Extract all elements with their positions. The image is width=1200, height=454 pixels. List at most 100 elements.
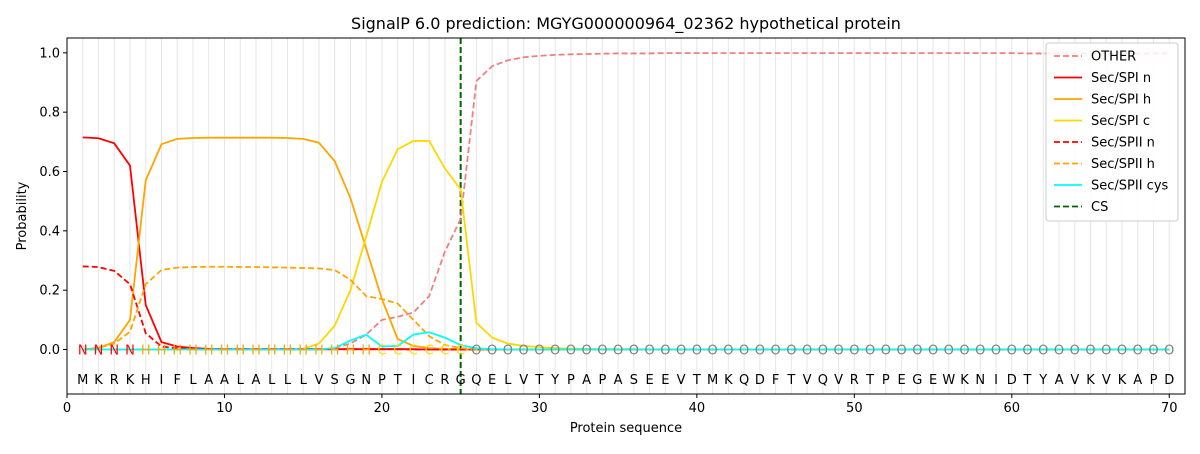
- legend-label: Sec/SPII cys: [1091, 179, 1169, 194]
- residue-label: A: [220, 373, 229, 388]
- region-label: H: [157, 344, 167, 359]
- region-label: H: [235, 344, 245, 359]
- y-tick-label: 0.8: [39, 106, 60, 121]
- region-label: N: [78, 344, 88, 359]
- residue-label: K: [1118, 373, 1127, 388]
- region-label: O: [1117, 344, 1127, 359]
- residue-label: K: [126, 373, 135, 388]
- region-label: C: [440, 344, 449, 359]
- residue-label: C: [425, 373, 434, 388]
- region-label: O: [833, 344, 843, 359]
- residue-label: W: [942, 373, 955, 388]
- region-label: O: [865, 344, 875, 359]
- region-label: H: [188, 344, 198, 359]
- residue-label: S: [331, 373, 339, 388]
- region-label: O: [739, 344, 749, 359]
- region-label: H: [220, 344, 230, 359]
- x-tick-label: 60: [1004, 401, 1021, 416]
- residue-label: T: [865, 373, 874, 388]
- residue-label: A: [582, 373, 591, 388]
- residue-label: I: [412, 373, 416, 388]
- x-tick-label: 30: [531, 401, 548, 416]
- region-label: O: [1022, 344, 1032, 359]
- region-label: O: [566, 344, 576, 359]
- region-label: O: [896, 344, 906, 359]
- region-label: O: [723, 344, 733, 359]
- legend-label: OTHER: [1091, 50, 1136, 65]
- region-label: O: [1007, 344, 1017, 359]
- series-layer: [82, 52, 1170, 351]
- region-label: O: [471, 344, 481, 359]
- region-label: O: [1070, 344, 1080, 359]
- residue-label: A: [204, 373, 213, 388]
- legend: OTHER Sec/SPI n Sec/SPI h Sec/SPI c Sec/SPII…: [1045, 42, 1179, 222]
- region-label: O: [550, 344, 560, 359]
- residue-label: A: [614, 373, 623, 388]
- y-tick-label: 0.0: [39, 343, 60, 358]
- region-label: O: [1133, 344, 1143, 359]
- region-label: O: [692, 344, 702, 359]
- region-label: O: [944, 344, 954, 359]
- residue-label: V: [1102, 373, 1111, 388]
- residue-label: E: [646, 373, 654, 388]
- region-label: H: [283, 344, 293, 359]
- legend-label: CS: [1091, 200, 1108, 215]
- residue-label: L: [284, 373, 292, 388]
- region-label: O: [503, 344, 513, 359]
- region-label: O: [597, 344, 607, 359]
- y-tick-label: 0.4: [39, 224, 60, 239]
- x-tick-label: 20: [374, 401, 391, 416]
- residue-label: L: [237, 373, 245, 388]
- region-label: O: [755, 344, 765, 359]
- residue-label: R: [850, 373, 859, 388]
- region-label: O: [1101, 344, 1111, 359]
- x-tick-label: 70: [1161, 401, 1178, 416]
- region-label: O: [534, 344, 544, 359]
- residue-label: Y: [550, 373, 559, 388]
- y-tick-label: 0.2: [39, 284, 60, 299]
- residue-label: L: [504, 373, 512, 388]
- residue-label: P: [1150, 373, 1158, 388]
- x-tick-label: 50: [846, 401, 863, 416]
- region-label: O: [881, 344, 891, 359]
- series-line-sec-spi-c: [82, 140, 1170, 351]
- residue-label: P: [882, 373, 890, 388]
- region-label: O: [928, 344, 938, 359]
- residue-label: F: [772, 373, 779, 388]
- region-label: H: [172, 344, 182, 359]
- residue-label: G: [345, 373, 355, 388]
- residue-label: E: [897, 373, 905, 388]
- residue-label: T: [534, 373, 543, 388]
- x-tick-label: 0: [63, 401, 71, 416]
- grid-layer: [82, 38, 1170, 394]
- x-axis-label: Protein sequence: [570, 421, 682, 436]
- region-label: H: [141, 344, 151, 359]
- region-label: H: [251, 344, 261, 359]
- residue-label: Q: [818, 373, 828, 388]
- region-label: H: [314, 344, 324, 359]
- residue-label: K: [960, 373, 969, 388]
- residue-label: V: [803, 373, 812, 388]
- residue-label: P: [598, 373, 606, 388]
- residue-label: A: [1133, 373, 1142, 388]
- residue-label: Q: [471, 373, 481, 388]
- residue-label: M: [707, 373, 718, 388]
- x-tick-label: 40: [689, 401, 706, 416]
- region-label: C: [393, 344, 402, 359]
- residue-label: L: [189, 373, 197, 388]
- region-label: N: [94, 344, 104, 359]
- y-tick-label: 1.0: [39, 46, 60, 61]
- residue-label: F: [173, 373, 180, 388]
- region-label: C: [425, 344, 434, 359]
- region-label: O: [786, 344, 796, 359]
- region-label: O: [613, 344, 623, 359]
- residue-label: V: [677, 373, 686, 388]
- residue-label: S: [630, 373, 638, 388]
- residue-label: K: [1086, 373, 1095, 388]
- region-label: O: [487, 344, 497, 359]
- region-label: C: [456, 344, 465, 359]
- region-label: N: [125, 344, 135, 359]
- y-tick-label: 0.6: [39, 165, 60, 180]
- residue-label: T: [692, 373, 701, 388]
